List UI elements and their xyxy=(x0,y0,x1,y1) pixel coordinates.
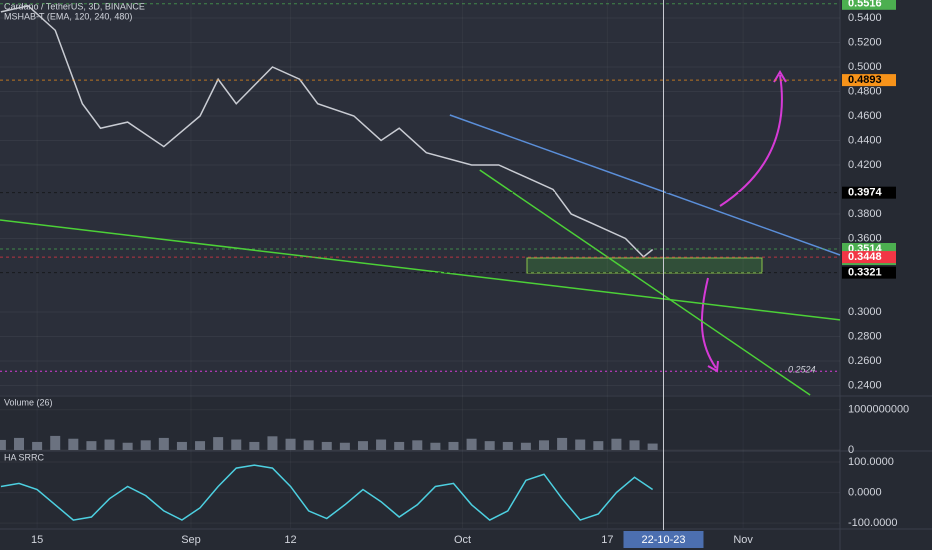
volume-bar xyxy=(32,441,43,450)
x-tick-label: 17 xyxy=(601,534,613,546)
y-tick-label: 0.2600 xyxy=(848,355,882,367)
volume-bar xyxy=(285,438,296,450)
y-tick-label: 0.2400 xyxy=(848,379,882,391)
arrow-up xyxy=(719,74,783,207)
y-tick-label: 0.3800 xyxy=(848,208,882,220)
trend-line xyxy=(449,114,841,256)
y-tick-label: -100.0000 xyxy=(848,517,898,529)
volume-bar xyxy=(357,441,368,450)
price-label: 0.4893 xyxy=(848,74,882,86)
y-tick-label: 0.4600 xyxy=(848,110,882,122)
volume-bar xyxy=(629,440,640,450)
y-tick-label: 0.0000 xyxy=(848,486,882,498)
x-tick-label: Oct xyxy=(454,534,471,546)
y-tick-label: 0.4200 xyxy=(848,159,882,171)
volume-bar xyxy=(104,439,115,450)
price-label-box xyxy=(842,266,896,279)
volume-bar xyxy=(158,437,169,450)
volume-bar xyxy=(430,442,441,450)
price-label-box xyxy=(842,74,896,87)
line-series xyxy=(0,4,654,258)
volume-bar xyxy=(231,439,242,450)
indicator-title: MSHAB-T (EMA, 120, 240, 480) xyxy=(4,11,132,21)
oscillator-title: HA SRRC xyxy=(4,452,45,462)
price-label: 0.3321 xyxy=(848,267,882,279)
price-label-box xyxy=(842,0,896,10)
y-tick-label: 0.5400 xyxy=(848,12,882,24)
volume-bar xyxy=(321,441,332,450)
volume-bar xyxy=(520,442,531,450)
volume-bar xyxy=(176,441,187,450)
y-tick-label: 0.4400 xyxy=(848,134,882,146)
zone-box xyxy=(526,257,763,274)
trend-line xyxy=(479,169,811,396)
chart-title: Cardano / TetherUS, 3D, BINANCE xyxy=(4,1,145,11)
arrow-head xyxy=(773,70,787,83)
volume-bar xyxy=(394,441,405,450)
y-tick-label: 1000000000 xyxy=(848,404,909,416)
crosshair-label-box xyxy=(623,531,704,548)
price-label: 0.5516 xyxy=(848,0,882,10)
y-tick-label: 0.5000 xyxy=(848,61,882,73)
volume-bar xyxy=(339,442,350,450)
volume-bar xyxy=(502,441,513,450)
y-tick-label: 0.3000 xyxy=(848,306,882,318)
volume-bar xyxy=(303,440,314,450)
volume-title: Volume (26) xyxy=(4,397,53,407)
price-pane xyxy=(0,0,840,395)
volume-bar xyxy=(448,441,459,450)
crosshair-label: 22-10-23 xyxy=(641,534,685,546)
volume-bar xyxy=(249,441,260,450)
x-tick-label: 12 xyxy=(284,534,296,546)
y-tick-label: 0.5200 xyxy=(848,36,882,48)
volume-bar xyxy=(611,438,622,450)
volume-bar xyxy=(68,438,79,450)
volume-bar xyxy=(466,438,477,450)
volume-bar xyxy=(593,441,604,450)
price-label-box xyxy=(842,251,896,264)
y-tick-label: 0.2800 xyxy=(848,330,882,342)
volume-bar xyxy=(195,441,206,450)
price-label-box xyxy=(842,186,896,199)
x-tick-label: Nov xyxy=(733,534,753,546)
volume-bar xyxy=(86,441,97,450)
x-tick-label: Sep xyxy=(181,534,201,546)
volume-bar xyxy=(122,442,133,450)
volume-bar xyxy=(376,439,387,450)
volume-bar xyxy=(647,443,658,450)
arrow-down xyxy=(700,277,717,369)
trend-line xyxy=(0,219,841,321)
y-tick-label: 0 xyxy=(848,444,854,456)
y-tick-label: 0.4800 xyxy=(848,85,882,97)
y-tick-label: 100.0000 xyxy=(848,456,894,468)
annotation: 0.2524 xyxy=(788,365,816,375)
volume-bar xyxy=(484,441,495,450)
price-label: 0.3974 xyxy=(848,187,883,199)
volume-bar xyxy=(50,435,61,450)
x-tick-label: 15 xyxy=(31,534,43,546)
volume-bar xyxy=(557,437,568,450)
volume-bar xyxy=(140,440,151,450)
volume-bar xyxy=(213,437,224,450)
volume-bar xyxy=(267,436,278,450)
volume-bar xyxy=(575,439,586,450)
volume-bar xyxy=(539,440,550,450)
price-label: 0.3448 xyxy=(848,251,882,263)
volume-bar xyxy=(14,437,25,450)
y-tick-label: 0.3600 xyxy=(848,232,882,244)
volume-bar xyxy=(412,440,423,450)
line-series xyxy=(0,464,654,521)
volume-bar xyxy=(0,439,6,450)
